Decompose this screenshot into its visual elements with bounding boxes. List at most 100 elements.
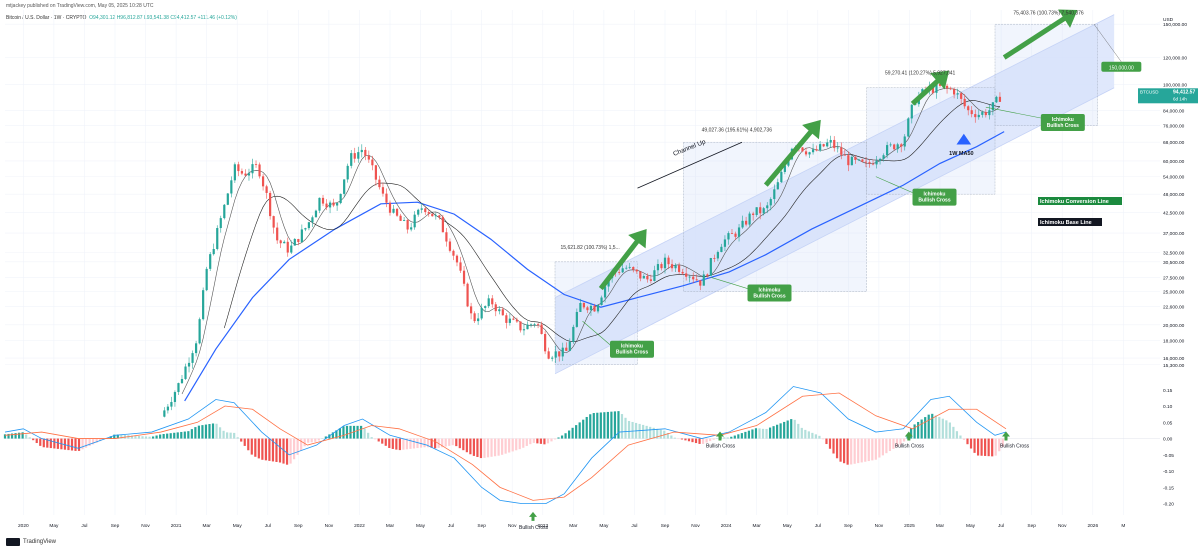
macd-histogram-bar	[236, 437, 239, 439]
macd-histogram-bar	[557, 437, 560, 439]
candle	[981, 112, 984, 115]
macd-histogram-bar	[931, 413, 934, 439]
macd-histogram-bar	[691, 438, 694, 443]
candle	[254, 164, 258, 165]
macd-histogram-bar	[402, 438, 405, 450]
candle	[998, 96, 1002, 102]
macd-histogram-bar	[109, 436, 112, 439]
projection-arrow	[763, 119, 821, 187]
macd-histogram-bar	[825, 438, 828, 445]
macd-histogram-bar	[705, 438, 708, 443]
macd-histogram-bar	[536, 438, 539, 444]
macd-histogram-bar	[7, 433, 10, 439]
macd-histogram-bar	[892, 438, 895, 449]
macd-histogram-bar	[476, 438, 479, 457]
candle	[385, 193, 388, 203]
bullish-cross-label: Bullish Cross	[1000, 444, 1030, 450]
candle	[357, 152, 360, 159]
candle	[469, 306, 473, 314]
macd-histogram-bar	[959, 435, 962, 439]
callout-text: Bullish Cross	[616, 350, 648, 356]
candle	[445, 232, 448, 242]
macd-panel: 0.15 0.10 0.05 0.00 -0.05 -0.10 -0.15 -0.20 Bull…	[3, 386, 1174, 531]
macd-histogram-bar	[21, 432, 24, 439]
macd-histogram-bar	[166, 433, 169, 439]
macd-histogram-bar	[356, 425, 359, 439]
candle	[367, 155, 370, 160]
candle	[441, 217, 444, 233]
candle	[681, 271, 684, 274]
candle	[487, 298, 490, 307]
macd-histogram-bar	[204, 424, 208, 439]
candle	[321, 197, 325, 204]
macd-histogram-bar	[511, 438, 514, 452]
candle	[819, 144, 822, 151]
bullish-cross-arrow	[716, 431, 724, 441]
macd-histogram-bar	[113, 434, 116, 439]
macd-histogram-bar	[768, 427, 772, 439]
tradingview-logo-icon	[6, 538, 20, 546]
macd-histogram-bar	[969, 438, 973, 449]
candle	[967, 106, 970, 111]
macd-histogram-bar	[303, 438, 306, 447]
time-tick: Sep	[477, 523, 486, 529]
time-tick: Nov	[875, 523, 884, 529]
macd-histogram-bar	[575, 425, 578, 439]
time-tick: Sep	[1027, 523, 1036, 529]
time-tick: Mar	[936, 523, 945, 529]
ma50-line	[184, 131, 1005, 402]
candle	[737, 227, 741, 237]
macd-histogram-bar	[271, 438, 275, 462]
candle	[945, 85, 949, 89]
candle	[279, 240, 282, 244]
time-tick: Jul	[265, 523, 271, 529]
candle	[723, 239, 727, 247]
tradingview-footer[interactable]: TradingView	[6, 538, 56, 546]
candle	[995, 96, 998, 103]
candle	[977, 114, 980, 118]
macd-histogram-bar	[620, 414, 624, 439]
candle	[804, 151, 808, 155]
candle	[508, 318, 511, 323]
time-tick: Sep	[111, 523, 120, 529]
macd-histogram-bar	[712, 438, 715, 440]
bullish-cross-label: Bullish Cross	[519, 525, 549, 531]
candle	[956, 93, 959, 95]
macd-histogram-bar	[888, 438, 892, 452]
macd-histogram-bar	[807, 431, 810, 439]
macd-histogram-bar	[645, 425, 648, 439]
ma50-label: 1W MA50	[949, 151, 973, 157]
measure-label: 75,403.76 (100.73%) 7,540,376	[1013, 11, 1084, 17]
macd-histogram-bar	[955, 431, 959, 439]
candle	[868, 162, 871, 164]
candle	[191, 353, 194, 363]
candle	[209, 254, 212, 269]
macd-tick: 0.05	[1163, 420, 1173, 426]
candle	[336, 203, 339, 206]
macd-tick: 0.00	[1163, 437, 1173, 443]
candle	[773, 189, 776, 200]
callout-pointer	[875, 176, 913, 193]
candle	[272, 216, 275, 228]
macd-tick: -0.10	[1163, 469, 1174, 475]
channel-lower-line	[554, 87, 1115, 375]
macd-histogram-bar	[751, 429, 754, 439]
time-tick: Jul	[815, 523, 821, 529]
macd-histogram-bar	[522, 438, 525, 448]
macd-histogram-bar	[642, 424, 645, 439]
candle	[653, 270, 656, 281]
macd-histogram-bar	[966, 438, 969, 445]
symbol-name: Bitcoin / U.S. Dollar · 1W · CRYPTO	[6, 15, 87, 21]
macd-histogram-bar	[472, 438, 476, 456]
candle	[424, 208, 427, 213]
candle	[730, 233, 734, 234]
macd-histogram-bar	[945, 420, 948, 439]
macd-histogram-bar	[589, 414, 592, 439]
candle	[949, 88, 952, 90]
macd-histogram-bar	[215, 423, 218, 439]
macd-histogram-bar	[909, 428, 913, 439]
candle	[632, 266, 635, 270]
macd-histogram-bar	[77, 438, 81, 451]
macd-histogram-bar	[155, 435, 158, 439]
